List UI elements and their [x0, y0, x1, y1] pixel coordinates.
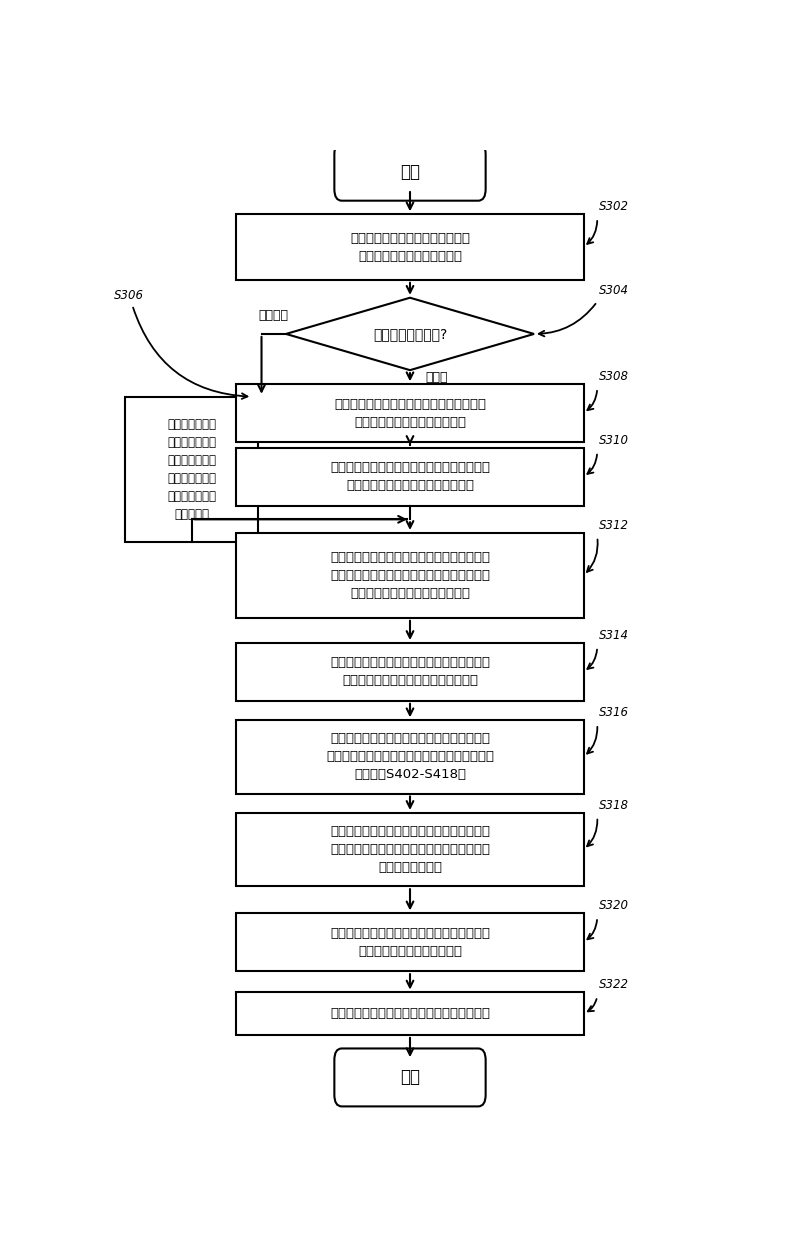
Text: 系统在传统药物方剂存储器中按从外部指令接
收器接收的相似性匹配指令选取与所述药物列
表匹配的方剂子集: 系统在传统药物方剂存储器中按从外部指令接 收器接收的相似性匹配指令选取与所述药物… — [330, 825, 490, 874]
Text: 开始: 开始 — [400, 163, 420, 181]
Text: S314: S314 — [599, 628, 629, 642]
Text: 系统向外部指令接收器请求并接收指令，对所
述传统药物列表设置方剂相似性匹配值: 系统向外部指令接收器请求并接收指令，对所 述传统药物列表设置方剂相似性匹配值 — [330, 656, 490, 687]
Text: 方剂相似性匹配器以遍历处理技术遍历处理所
述传统药物列表中的药物，获得遍历结果（后接
遍历步骤S402-S418）: 方剂相似性匹配器以遍历处理技术遍历处理所 述传统药物列表中的药物，获得遍历结果（… — [326, 732, 494, 781]
Text: 系统根据提取的所述方剂信息，以传统药物名
称为关联，在传统药物登记数据存储器中提取
传统药物信息，形成传统药物列表: 系统根据提取的所述方剂信息，以传统药物名 称为关联，在传统药物登记数据存储器中提… — [330, 551, 490, 599]
Bar — [237, 643, 584, 701]
Bar — [125, 396, 258, 542]
Text: 系统输出和显示符合相似性匹配值的专利子集: 系统输出和显示符合相似性匹配值的专利子集 — [330, 1007, 490, 1021]
Bar — [237, 384, 584, 443]
Text: S320: S320 — [599, 899, 629, 912]
Bar — [237, 913, 584, 971]
Text: S304: S304 — [599, 283, 629, 296]
Text: S308: S308 — [599, 370, 629, 382]
Text: S316: S316 — [599, 706, 629, 719]
Text: S302: S302 — [599, 199, 629, 213]
Text: 系统根据申请号指令在传统药物专利题录数
据存储器中查找对应的专利信息: 系统根据申请号指令在传统药物专利题录数 据存储器中查找对应的专利信息 — [334, 398, 486, 429]
Text: 系统在传统药物专利题录信息存储器中找出包
含该方剂子集信息的专利子集: 系统在传统药物专利题录信息存储器中找出包 含该方剂子集信息的专利子集 — [330, 927, 490, 958]
Text: 系统根据方剂信
息名称指令在传
统药物方剂数据
存储器中匹配提
取所述专利信息
的方剂信息: 系统根据方剂信 息名称指令在传 统药物方剂数据 存储器中匹配提 取所述专利信息 … — [167, 418, 216, 520]
Bar — [237, 992, 584, 1035]
Text: S318: S318 — [599, 799, 629, 811]
Text: 结束: 结束 — [400, 1068, 420, 1086]
Text: S322: S322 — [599, 978, 629, 991]
Text: 系统由外部指令接收器接收需查询
专利的申请号或方剂信息指令: 系统由外部指令接收器接收需查询 专利的申请号或方剂信息指令 — [350, 232, 470, 262]
Text: S312: S312 — [599, 519, 629, 532]
Bar — [237, 448, 584, 505]
Text: S306: S306 — [114, 288, 144, 302]
Text: S310: S310 — [599, 434, 629, 446]
FancyBboxPatch shape — [334, 1048, 486, 1106]
Bar — [237, 813, 584, 887]
Bar — [237, 214, 584, 280]
FancyBboxPatch shape — [334, 143, 486, 201]
Text: 申请号: 申请号 — [426, 371, 448, 384]
Bar — [237, 720, 584, 794]
Text: 方剂信息: 方剂信息 — [258, 310, 289, 322]
Text: 系统以入藏号为关联，在传统药物方剂数据存
储器中提取所述专利信息的方剂信息: 系统以入藏号为关联，在传统药物方剂数据存 储器中提取所述专利信息的方剂信息 — [330, 461, 490, 493]
Polygon shape — [286, 297, 534, 370]
Bar — [237, 533, 584, 618]
Text: 申请号或方剂信息?: 申请号或方剂信息? — [373, 327, 447, 341]
